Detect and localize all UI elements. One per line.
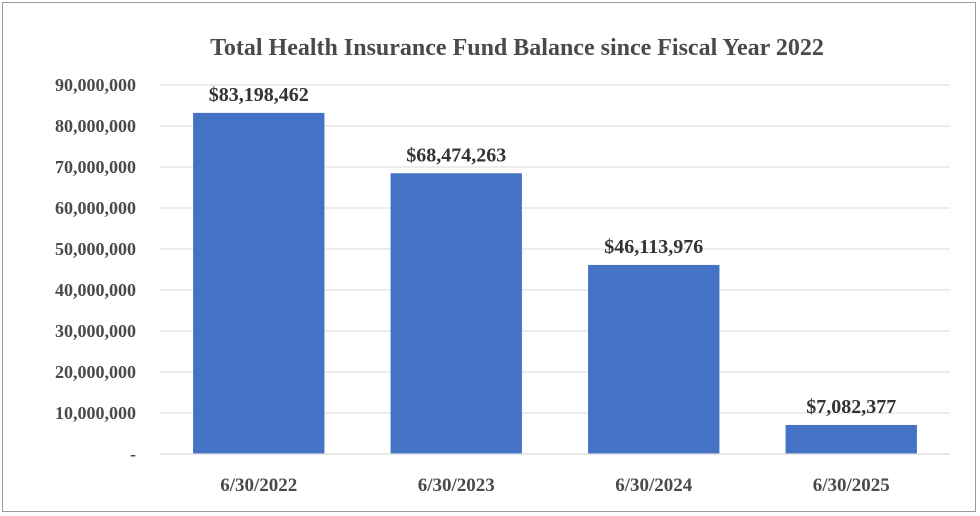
- bar-6-30-2024: [588, 264, 720, 454]
- bar-6-30-2025: [785, 424, 917, 454]
- y-tick-label: -: [130, 444, 136, 464]
- y-tick-label: 90,000,000: [55, 75, 136, 95]
- y-tick-label: 70,000,000: [55, 157, 136, 177]
- y-tick-label: 40,000,000: [55, 280, 136, 300]
- data-label: $68,474,263: [406, 144, 506, 166]
- data-label: $7,082,377: [806, 396, 896, 418]
- y-tick-label: 10,000,000: [55, 403, 136, 423]
- y-tick-label: 50,000,000: [55, 239, 136, 259]
- bars: [193, 112, 917, 455]
- x-axis-ticks: 6/30/2022 6/30/2023 6/30/2024 6/30/2025: [220, 475, 890, 496]
- data-label: $46,113,976: [604, 236, 703, 258]
- x-tick-label: 6/30/2025: [813, 475, 890, 496]
- y-tick-label: 60,000,000: [55, 198, 136, 218]
- data-label: $83,198,462: [209, 84, 309, 106]
- data-labels: $83,198,462 $68,474,263 $46,113,976 $7,082,…: [209, 84, 897, 418]
- x-tick-label: 6/30/2023: [418, 475, 495, 496]
- y-tick-label: 20,000,000: [55, 362, 136, 382]
- x-tick-label: 6/30/2022: [220, 475, 297, 496]
- chart-title: Total Health Insurance Fund Balance sinc…: [210, 35, 824, 61]
- bar-6-30-2023: [390, 173, 522, 454]
- y-tick-label: 80,000,000: [55, 116, 136, 136]
- bar-6-30-2022: [193, 112, 325, 455]
- y-tick-label: 30,000,000: [55, 321, 136, 341]
- y-axis-ticks: - 10,000,000 20,000,000 30,000,000 40,000,00…: [55, 75, 136, 464]
- x-tick-label: 6/30/2024: [615, 475, 693, 496]
